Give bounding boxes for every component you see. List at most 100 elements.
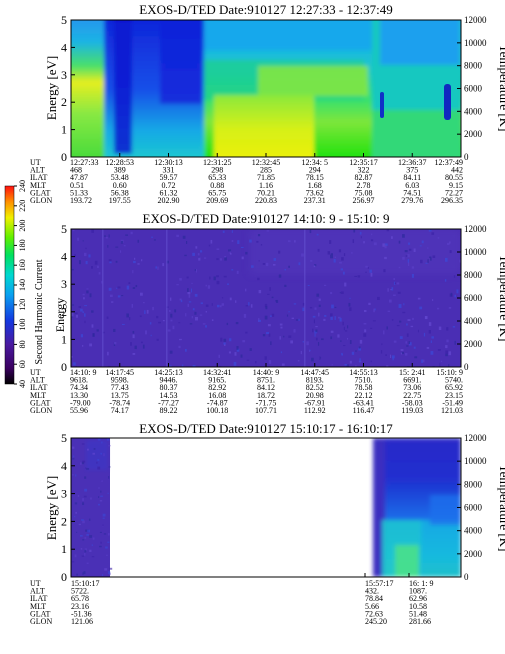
noise-speck [210,239,213,244]
noise-speck [231,230,233,233]
ytick-label: 1 [61,332,67,346]
row-value: 9598. [111,376,129,385]
row-value: 74.17 [111,406,129,415]
row-value: 74.51 [403,188,421,197]
noise-speck [419,306,423,310]
noise-speck [78,306,81,308]
y2tick-label: 8000 [464,61,483,71]
noise-speck [121,295,124,297]
row-value: 12:36:37 [398,158,426,167]
row-value: 0.51 [70,181,84,190]
noise-speck [168,309,171,312]
noise-speck [278,250,281,254]
noise-speck [421,240,424,244]
noise-speck [390,236,393,239]
noise-speck [84,313,86,317]
noise-speck [298,262,301,266]
noise-speck [130,342,132,346]
noise-speck [152,306,154,311]
noise-speck [220,258,222,261]
noise-speck [421,359,424,363]
y2tick-label: 12000 [464,15,487,25]
row-label: ILAT [30,383,47,392]
noise-speck [131,303,134,308]
row-value: 62.96 [409,594,427,603]
noise-speck [186,241,188,244]
noise-speck [191,316,193,319]
noise-speck [407,259,410,263]
noise-speck [82,572,84,575]
panel-1: EXOS-D/TED Date:910127 12:27:33 - 12:37:… [30,2,505,205]
noise-speck [444,279,447,282]
row-value: 47.87 [70,173,88,182]
noise-speck [100,480,104,482]
noise-speck [166,260,169,264]
ytick-label: 2 [61,95,67,109]
noise-speck [311,357,314,362]
noise-speck [402,234,405,238]
noise-speck [283,335,285,338]
noise-speck [115,246,119,248]
noise-speck [307,284,310,286]
noise-speck [101,574,104,576]
noise-speck [363,309,367,313]
noise-speck [231,269,234,271]
noise-speck [436,307,440,310]
noise-speck [301,253,304,257]
row-label: GLON [30,406,52,415]
row-value: 1.68 [308,181,322,190]
colorbar-label: Second Harmonic Current [34,259,45,364]
row-value: 121.06 [71,617,93,626]
noise-speck [347,325,349,329]
row-value: 78.84 [365,594,383,603]
noise-speck [82,502,85,506]
panel-1-title: EXOS-D/TED Date:910127 12:27:33 - 12:37:… [139,2,392,17]
noise-speck [393,281,396,285]
noise-speck [106,438,110,441]
row-value: 65.33 [208,173,226,182]
noise-speck [367,267,369,269]
noise-speck [107,571,111,575]
noise-speck [216,280,220,285]
noise-speck [425,316,428,320]
noise-speck [330,313,333,317]
noise-speck [393,294,396,297]
noise-speck [88,254,91,258]
noise-speck [91,544,93,546]
row-value: 22.75 [403,391,421,400]
noise-speck [71,356,73,358]
noise-speck [413,346,416,349]
row-value: 61.32 [160,188,178,197]
noise-speck [76,531,78,533]
noise-speck [337,334,340,338]
noise-speck [449,241,451,244]
colorbar-tick-label: 200 [18,220,27,232]
noise-speck [391,355,395,359]
y2tick-label: 0 [464,572,469,582]
noise-speck [349,307,352,312]
noise-speck [113,341,117,345]
noise-speck [190,288,192,293]
noise-speck [93,448,96,450]
noise-speck [284,284,287,288]
noise-speck [108,476,110,479]
noise-speck [348,302,351,307]
noise-speck [198,257,201,261]
noise-speck [288,335,292,338]
noise-speck [330,336,333,340]
noise-speck [216,275,219,278]
noise-speck [179,278,182,281]
row-value: 7510. [355,376,373,385]
row-value: 6691. [403,376,421,385]
noise-speck [394,282,397,285]
row-label: GLON [30,617,52,626]
noise-speck [205,304,209,307]
noise-speck [85,467,87,469]
noise-speck [399,320,402,323]
noise-speck [386,326,388,330]
noise-speck [72,304,75,306]
noise-speck [342,321,344,326]
noise-speck [192,308,195,311]
noise-speck [314,264,317,267]
noise-speck [260,244,263,246]
